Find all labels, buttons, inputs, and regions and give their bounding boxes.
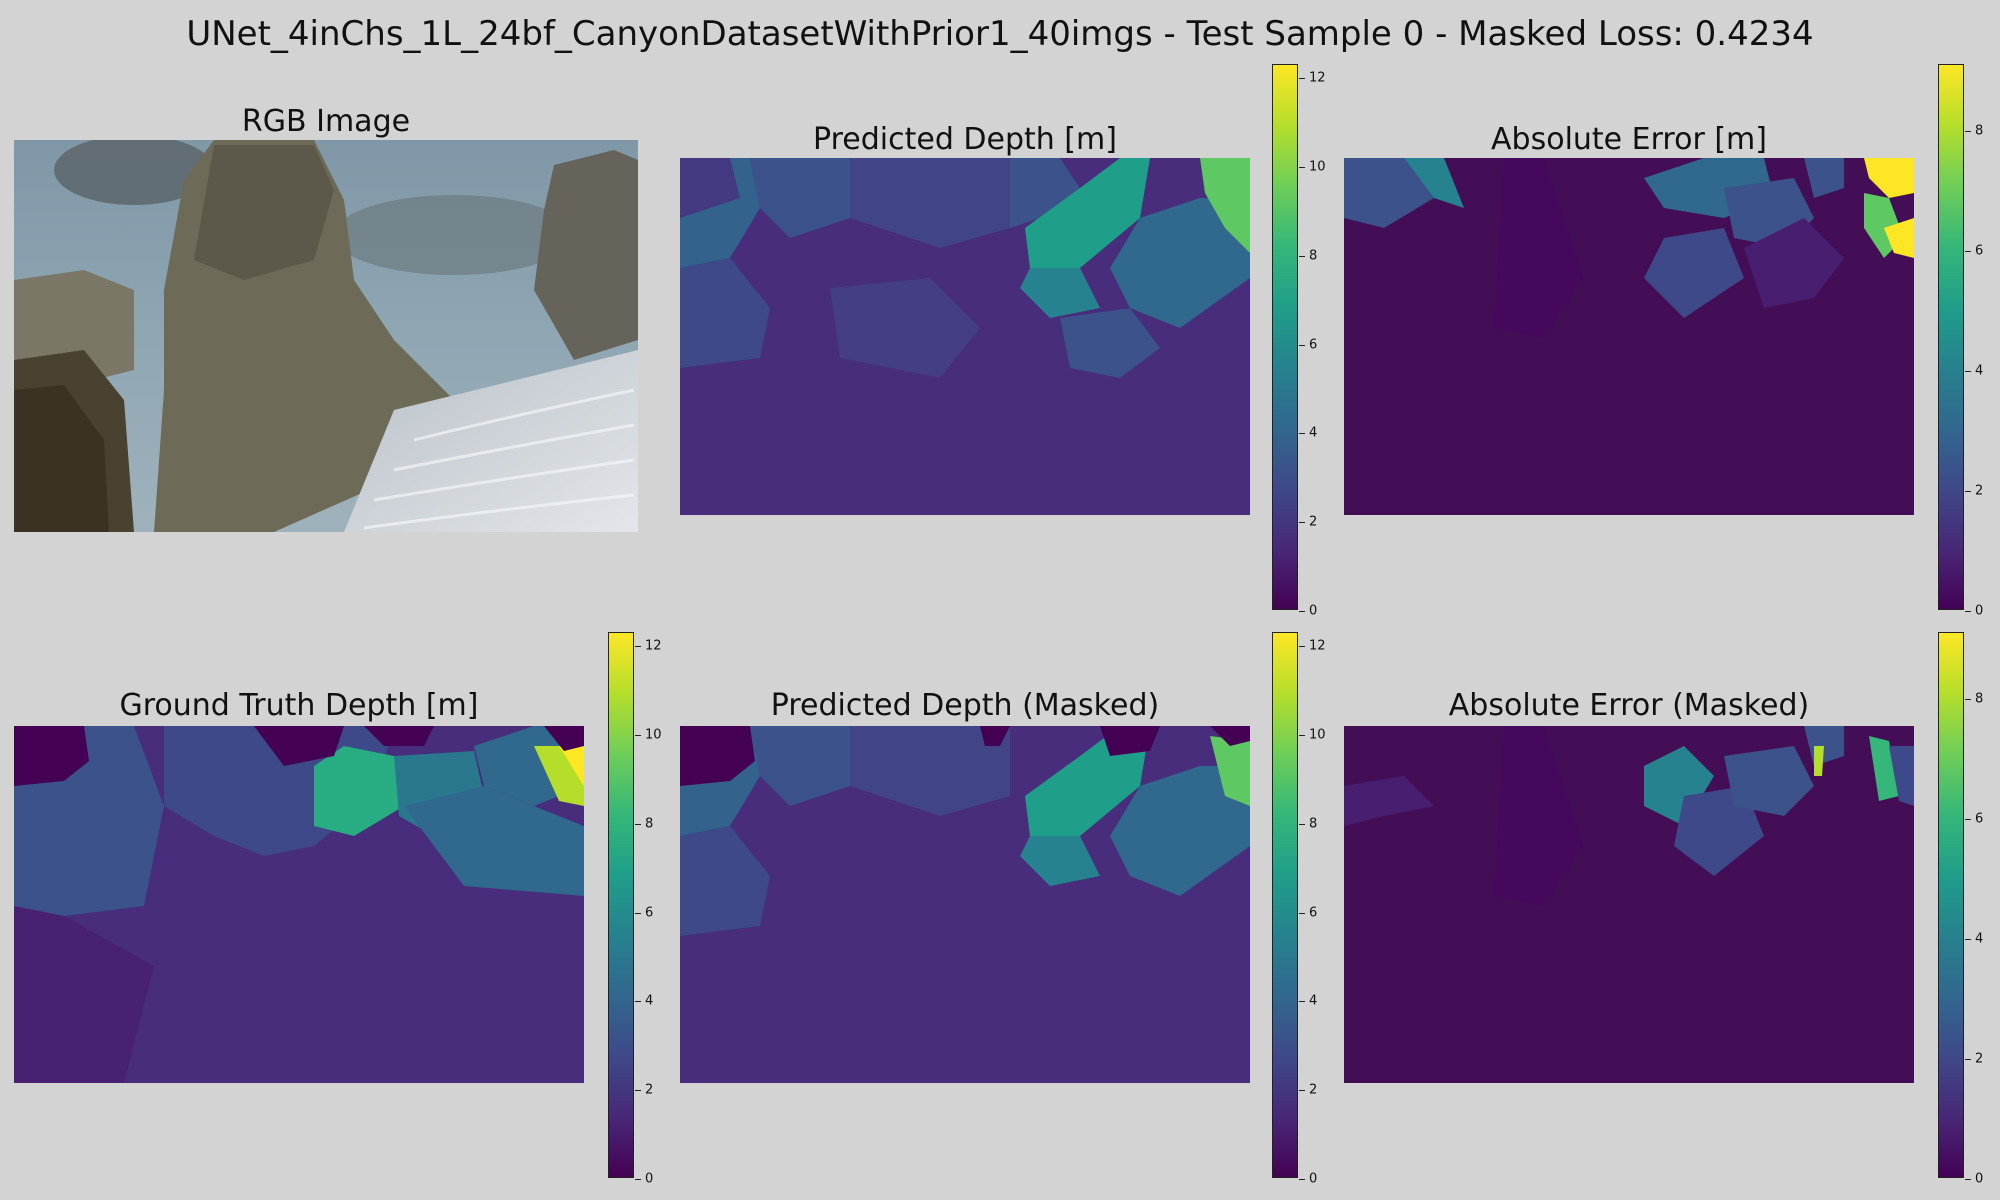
colorbar-tick-label: 6 [645, 905, 654, 921]
absolute-error-colorbar: 0 2 4 6 8 [1938, 64, 1983, 619]
colorbar-tick [1299, 823, 1305, 825]
colorbar-tick-label: 2 [1975, 483, 1984, 499]
colorbar-tick [1299, 1090, 1305, 1092]
predicted-depth-colorbar: 0 2 4 6 8 10 12 [1272, 64, 1326, 619]
predicted-depth-map [680, 158, 1250, 515]
colorbar-tick [1299, 912, 1305, 914]
panel-title-predicted-depth-masked: Predicted Depth (Masked) [770, 688, 1160, 723]
colorbar-tick [635, 1001, 641, 1003]
panel-title-absolute-error: Absolute Error [m] [1491, 122, 1767, 157]
colorbar-tick-label: 6 [1309, 337, 1318, 353]
colorbar-tick-label: 12 [1309, 70, 1326, 86]
colorbar-tick [635, 1179, 641, 1180]
colorbar-tick-label: 10 [1309, 159, 1326, 175]
colorbar-tick [1965, 251, 1971, 252]
colorbar-tick-label: 4 [1309, 425, 1318, 441]
colorbar-tick [635, 735, 641, 737]
predicted-depth-masked-map [680, 726, 1250, 1083]
colorbar-tick-label: 12 [645, 638, 662, 654]
colorbar-tick [1965, 371, 1971, 372]
colorbar-tick-label: 2 [1309, 514, 1318, 530]
colorbar-tick [1299, 1001, 1305, 1003]
colorbar-tick [1299, 255, 1305, 257]
absolute-error-map [1344, 158, 1914, 515]
panel-title-ground-truth-depth: Ground Truth Depth [m] [119, 688, 479, 723]
colorbar-tick-label: 12 [1309, 638, 1326, 654]
panel-title-absolute-error-masked: Absolute Error (Masked) [1448, 688, 1810, 723]
predicted-depth-colorbar-gradient [1273, 65, 1297, 609]
absolute-error-masked-colorbar-gradient [1939, 633, 1963, 1177]
predicted-depth-masked-colorbar-gradient [1273, 633, 1297, 1177]
absolute-error-colorbar-gradient [1939, 65, 1963, 609]
ground-truth-depth-map [14, 726, 584, 1083]
colorbar-tick-label: 6 [1975, 811, 1984, 827]
colorbar-tick-label: 8 [645, 816, 654, 832]
colorbar-tick-label: 0 [1975, 603, 1984, 619]
colorbar-tick [1965, 1059, 1971, 1060]
colorbar-tick [1299, 78, 1305, 80]
colorbar-tick [1299, 167, 1305, 169]
colorbar-tick [1299, 1179, 1305, 1180]
colorbar-tick-label: 0 [1309, 603, 1318, 619]
colorbar-tick-label: 10 [645, 727, 662, 743]
colorbar-tick-label: 2 [1975, 1051, 1984, 1067]
colorbar-tick [1965, 611, 1971, 612]
colorbar-tick-label: 6 [1309, 905, 1318, 921]
absolute-error-masked-map [1344, 726, 1914, 1083]
ground-truth-depth-colorbar: 0 2 4 6 8 10 12 [608, 632, 662, 1187]
colorbar-tick [1299, 522, 1305, 524]
colorbar-tick [635, 823, 641, 825]
colorbar-tick [1965, 699, 1971, 700]
predicted-depth-masked-colorbar: 0 2 4 6 8 10 12 [1272, 632, 1326, 1187]
colorbar-tick [635, 646, 641, 648]
rgb-image [14, 140, 638, 532]
colorbar-tick [1965, 819, 1971, 820]
panel-title-predicted-depth: Predicted Depth [m] [813, 122, 1117, 157]
colorbar-tick [635, 912, 641, 914]
colorbar-tick-label: 0 [1309, 1171, 1318, 1187]
colorbar-tick [1299, 433, 1305, 435]
ground-truth-depth-colorbar-gradient [609, 633, 633, 1177]
colorbar-tick-label: 4 [1309, 993, 1318, 1009]
colorbar-tick-label: 8 [1975, 691, 1984, 707]
colorbar-tick-label: 4 [1975, 931, 1984, 947]
colorbar-tick-label: 0 [645, 1171, 654, 1187]
colorbar-tick [1965, 939, 1971, 940]
colorbar-tick [1299, 611, 1305, 612]
colorbar-tick [1299, 646, 1305, 648]
colorbar-tick-label: 8 [1309, 248, 1318, 264]
colorbar-tick-label: 0 [1975, 1171, 1984, 1187]
colorbar-tick [635, 1090, 641, 1092]
panel-title-rgb: RGB Image [241, 104, 411, 139]
colorbar-tick [1965, 131, 1971, 132]
colorbar-tick-label: 6 [1975, 243, 1984, 259]
colorbar-tick-label: 8 [1975, 123, 1984, 139]
colorbar-tick [1965, 1179, 1971, 1180]
colorbar-tick-label: 2 [645, 1082, 654, 1098]
colorbar-tick-label: 4 [645, 993, 654, 1009]
figure-title: UNet_4inChs_1L_24bf_CanyonDatasetWithPri… [186, 14, 1814, 54]
colorbar-tick-label: 4 [1975, 363, 1984, 379]
colorbar-tick [1299, 735, 1305, 737]
colorbar-tick-label: 2 [1309, 1082, 1318, 1098]
absolute-error-masked-colorbar: 0 2 4 6 8 [1938, 632, 1983, 1187]
colorbar-tick-label: 10 [1309, 727, 1326, 743]
colorbar-tick [1965, 491, 1971, 492]
colorbar-tick-label: 8 [1309, 816, 1318, 832]
colorbar-tick [1299, 344, 1305, 346]
